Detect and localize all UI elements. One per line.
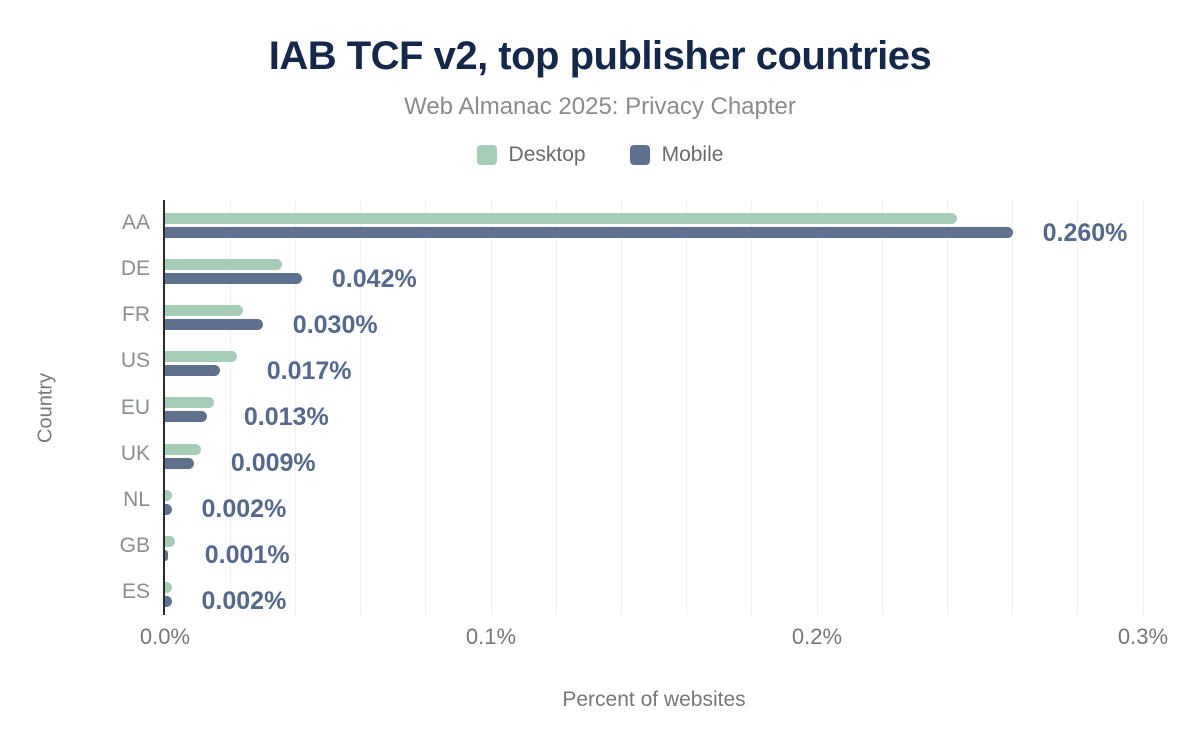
value-label-DE: 0.042% — [331, 264, 417, 293]
bar-mobile-FR — [165, 319, 263, 331]
grid-line — [751, 200, 753, 615]
grid-line — [555, 200, 557, 615]
value-label-UK: 0.009% — [230, 449, 316, 478]
country-label-DE: DE — [120, 257, 150, 281]
x-tick-label-0.0%: 0.0% — [139, 624, 191, 649]
country-label-EU: EU — [120, 395, 150, 419]
x-tick-label-0.1%: 0.1% — [465, 624, 517, 649]
bar-desktop-UK — [165, 443, 201, 455]
grid-line — [1142, 200, 1144, 615]
bar-desktop-DE — [165, 259, 283, 271]
value-label-GB: 0.001% — [204, 541, 290, 570]
value-label-NL: 0.002% — [201, 495, 287, 524]
bar-desktop-EU — [165, 397, 214, 409]
value-label-EU: 0.013% — [243, 402, 329, 431]
grid-line — [816, 200, 818, 615]
desktop-series-swatch-icon — [476, 145, 497, 165]
grid-line — [946, 200, 948, 615]
chart-title: IAB TCF v2, top publisher countries — [268, 34, 932, 78]
legend: Desktop Mobile — [0, 143, 1200, 167]
country-label-NL: NL — [123, 487, 150, 511]
grid-line — [294, 200, 296, 615]
value-label-US: 0.017% — [266, 356, 352, 385]
country-label-AA: AA — [121, 211, 150, 235]
grid-line — [881, 200, 883, 615]
bar-desktop-US — [165, 351, 237, 363]
bar-mobile-GB — [165, 549, 169, 561]
country-label-FR: FR — [122, 303, 150, 327]
x-axis-title: Percent of websites — [562, 688, 746, 711]
grid-line — [425, 200, 427, 615]
legend-label-mobile: Mobile — [661, 143, 724, 166]
y-axis-line — [163, 200, 165, 615]
country-label-ES: ES — [121, 579, 150, 603]
value-label-ES: 0.002% — [201, 587, 287, 616]
bar-mobile-ES — [165, 595, 172, 607]
bar-desktop-NL — [165, 489, 172, 501]
x-tick-label-0.3%: 0.3% — [1117, 624, 1169, 649]
grid-line — [620, 200, 622, 615]
bar-desktop-AA — [165, 213, 958, 224]
bar-mobile-EU — [165, 411, 208, 423]
legend-item-desktop: Desktop — [476, 143, 586, 167]
bar-mobile-UK — [165, 457, 195, 469]
chart-subtitle: Web Almanac 2025: Privacy Chapter — [404, 93, 796, 120]
country-label-UK: UK — [120, 441, 150, 465]
grid-line — [360, 200, 362, 615]
bar-mobile-US — [165, 365, 221, 377]
country-label-GB: GB — [119, 533, 150, 557]
bar-mobile-AA — [165, 227, 1013, 238]
bar-mobile-DE — [165, 273, 302, 285]
legend-item-mobile: Mobile — [629, 143, 724, 167]
legend-label-desktop: Desktop — [508, 143, 586, 166]
bar-desktop-GB — [165, 535, 175, 547]
value-label-AA: 0.260% — [1042, 218, 1128, 247]
grid-line — [229, 200, 231, 615]
grid-line — [490, 200, 492, 615]
value-label-FR: 0.030% — [292, 310, 378, 339]
grid-line — [686, 200, 688, 615]
country-label-US: US — [120, 349, 150, 373]
bar-desktop-ES — [165, 581, 172, 593]
bar-desktop-FR — [165, 305, 244, 317]
mobile-series-swatch-icon — [629, 145, 650, 165]
grid-line — [1012, 200, 1014, 615]
y-axis-title: Country — [34, 372, 57, 443]
bar-mobile-NL — [165, 503, 172, 515]
x-tick-label-0.2%: 0.2% — [791, 624, 843, 649]
grid-line — [1077, 200, 1079, 615]
